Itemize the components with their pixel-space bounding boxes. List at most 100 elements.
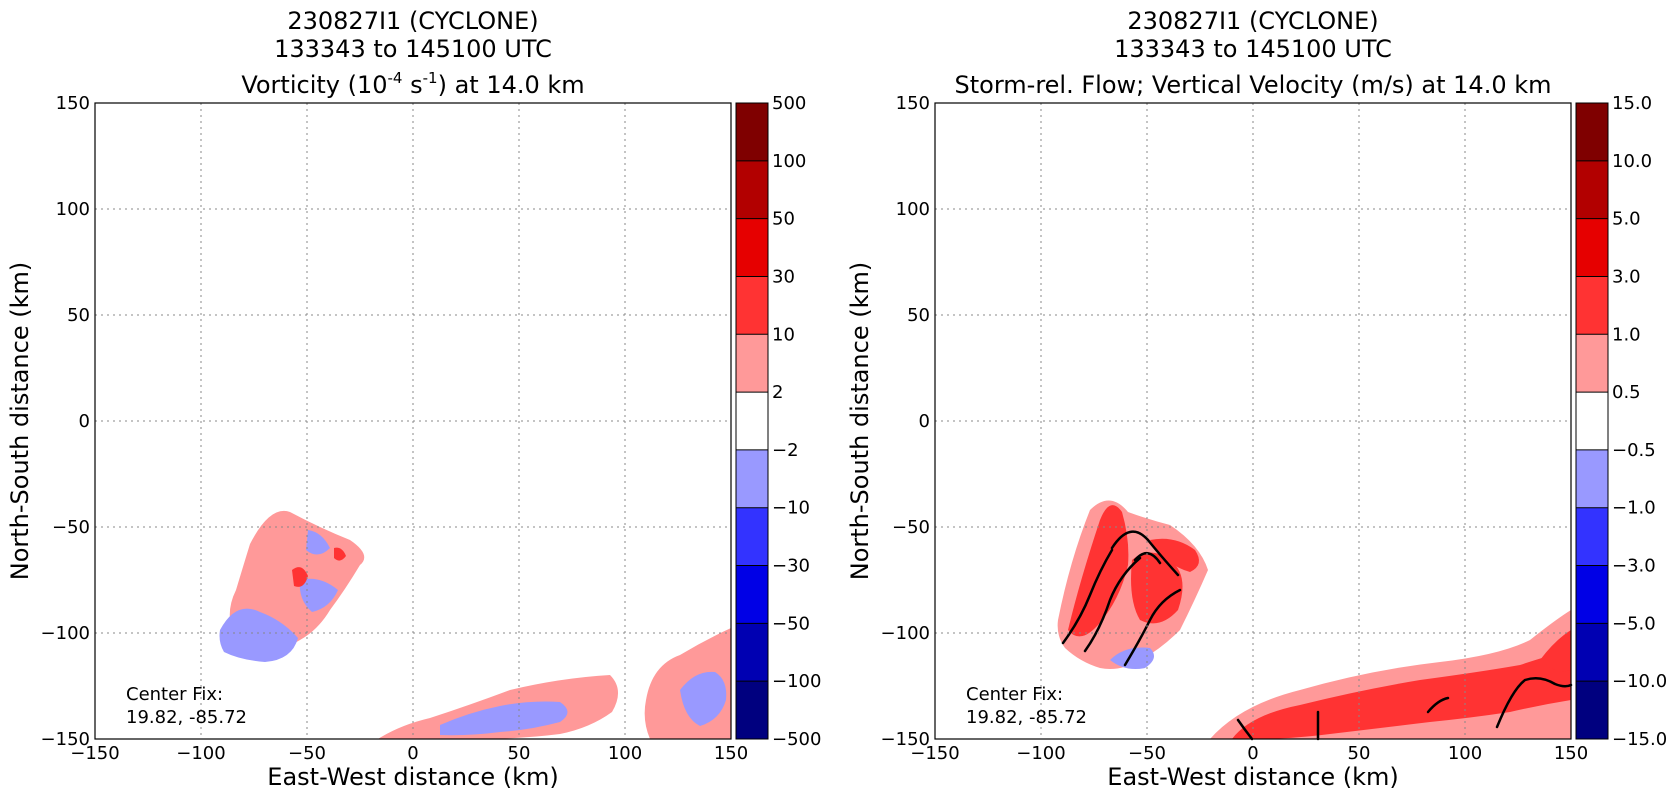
vorticity-y-ticks: 150 100 50 0 −50 −100 −150 [41,93,90,750]
storm-cell-core [1068,505,1129,637]
vorticity-plot-area: Center Fix: 19.82, -85.72 [94,102,732,740]
vertical-velocity-y-ticks: 150 100 50 0 −50 −100 −150 [881,93,930,750]
center-fix-value: 19.82, -85.72 [966,707,1087,728]
colorbar-swatch [1576,507,1608,566]
colorbar-tick-label: −50 [772,613,810,634]
x-axis-label: East-West distance (km) [1107,763,1398,791]
panel-title-line3: Vorticity (10-4 s-1) at 14.0 km [241,69,584,99]
colorbar-tick-label: 1.0 [1612,324,1641,345]
x-tick-label: 150 [714,743,748,764]
y-tick-label: 100 [56,199,90,220]
vertical-velocity-grid [935,103,1571,739]
southeast-core [1540,630,1571,672]
x-tick-label: −50 [1128,743,1166,764]
storm-cell-core-2 [334,547,346,561]
panel-title-line1: 230827I1 (CYCLONE) [1127,7,1378,35]
y-tick-label: 0 [79,411,90,432]
center-fix-label: Center Fix: [126,684,223,705]
colorbar-swatch [736,623,768,682]
storm-cell-core-2 [1131,552,1183,624]
colorbar-tick-label: 10.0 [1612,151,1652,172]
panel-title-line2: 133343 to 145100 UTC [1114,35,1392,63]
colorbar-swatch [1576,449,1608,508]
colorbar-swatch [736,507,768,566]
colorbar-swatch [736,334,768,393]
colorbar-swatch [736,449,768,508]
center-fix-label: Center Fix: [966,684,1063,705]
colorbar-swatch [1576,392,1608,450]
colorbar-tick-label: 5.0 [1612,209,1641,230]
y-tick-label: 100 [896,199,930,220]
colorbar-swatch [1576,334,1608,393]
x-tick-label: −150 [910,743,959,764]
colorbar-tick-label: 500 [772,93,806,114]
vorticity-panel: 230827I1 (CYCLONE) 133343 to 145100 UTC … [6,7,821,791]
southern-band-negative [440,701,568,736]
colorbar-tick-label: −30 [772,556,810,577]
y-tick-label: −150 [881,729,930,750]
x-tick-label: −150 [70,743,119,764]
colorbar-tick-label: −500 [772,729,821,750]
center-fix-value: 19.82, -85.72 [126,707,247,728]
x-tick-label: 100 [608,743,642,764]
storm-cell-core [292,567,308,587]
colorbar-tick-label: −10 [772,498,810,519]
storm-cell-negative-2 [299,578,338,612]
panel-title-line2: 133343 to 145100 UTC [274,35,552,63]
vertical-velocity-panel: 230827I1 (CYCLONE) 133343 to 145100 UTC … [846,7,1667,791]
y-tick-label: −100 [881,623,930,644]
vorticity-x-ticks: −150 −100 −50 0 50 100 150 [70,743,748,764]
storm-cell-core-3 [1150,538,1199,572]
y-axis-label: North-South distance (km) [6,262,34,581]
colorbar-tick-label: −100 [772,671,821,692]
x-tick-label: −100 [1016,743,1065,764]
x-axis-label: East-West distance (km) [267,763,558,791]
colorbar-swatch [736,103,768,161]
y-tick-label: −100 [41,623,90,644]
colorbar-swatch [1576,218,1608,277]
colorbar-swatch [1576,565,1608,624]
colorbar-tick-label: 100 [772,151,806,172]
vorticity-colorbar: 500 100 50 30 10 2 −2 −10 −30 −50 −100 −500 [735,93,821,750]
southeast-cell-negative [680,671,727,726]
colorbar-frame [735,102,769,740]
colorbar-tick-label: 15.0 [1612,93,1652,114]
vorticity-plot-frame [94,102,732,740]
colorbar-swatch [736,218,768,277]
storm-cell-negative-3 [306,530,330,555]
colorbar-tick-label: 10 [772,324,795,345]
storm-cell-negative [1110,647,1154,669]
x-tick-label: 100 [1448,743,1482,764]
colorbar-swatch [736,392,768,450]
storm-cell-negative [219,608,298,662]
panel-title-line1: 230827I1 (CYCLONE) [287,7,538,35]
colorbar-tick-label: −3.0 [1612,556,1656,577]
colorbar-swatch [736,160,768,219]
colorbar-tick-label: −15.0 [1612,729,1667,750]
x-tick-label: 0 [1247,743,1258,764]
y-tick-label: −50 [52,517,90,538]
colorbar-swatch [736,276,768,335]
y-tick-label: −50 [892,517,930,538]
x-tick-label: 50 [1348,743,1371,764]
vertical-velocity-x-ticks: −150 −100 −50 0 50 100 150 [910,743,1588,764]
storm-relative-streamlines [1061,530,1573,741]
colorbar-tick-label: 50 [772,209,795,230]
colorbar-swatch [1576,160,1608,219]
colorbar-swatch [1576,276,1608,335]
y-tick-label: 150 [56,93,90,114]
vertical-velocity-plot-frame [934,102,1572,740]
y-tick-label: 150 [896,93,930,114]
colorbar-tick-label: −0.5 [1612,440,1656,461]
colorbar-tick-label: 2 [772,382,783,403]
colorbar-tick-label: −1.0 [1612,498,1656,519]
y-tick-label: 0 [919,411,930,432]
vertical-velocity-plot-area: Center Fix: 19.82, -85.72 [934,102,1573,741]
y-tick-label: −150 [41,729,90,750]
y-tick-label: 50 [907,305,930,326]
y-axis-label: North-South distance (km) [846,262,874,581]
panel-title-line3: Storm-rel. Flow; Vertical Velocity (m/s)… [955,71,1552,99]
colorbar-swatch [1576,623,1608,682]
colorbar-swatch [1576,103,1608,161]
